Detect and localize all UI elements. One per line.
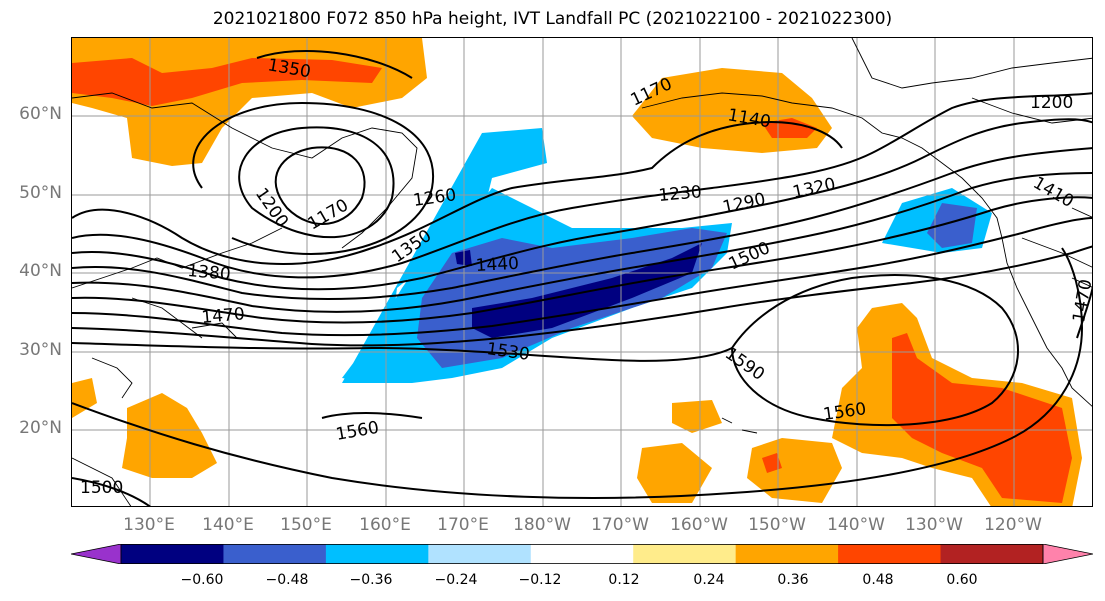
contour-label: 1320 bbox=[791, 174, 837, 203]
lon-label: 130°W bbox=[905, 515, 963, 535]
contour-label: 1290 bbox=[721, 189, 767, 218]
contour-label: 1470 bbox=[201, 304, 246, 328]
colorbar-extend-low bbox=[71, 544, 122, 564]
colorbar-segment bbox=[121, 544, 224, 564]
contour-label: 1380 bbox=[187, 261, 232, 285]
map-plot-area[interactable]: 1350 1170 1140 1200 1200 1170 1260 1230 … bbox=[71, 37, 1093, 507]
positive-anomaly-west-edge bbox=[72, 378, 97, 418]
contour-label: 1500 bbox=[80, 478, 123, 498]
colorbar-segment bbox=[428, 544, 532, 564]
lat-label: 40°N bbox=[19, 261, 62, 281]
colorbar-tick: 0.60 bbox=[946, 572, 978, 588]
negative-anomaly-pnw-core bbox=[927, 203, 977, 248]
positive-anomaly-southwest bbox=[122, 393, 217, 478]
lon-label: 120°W bbox=[984, 515, 1042, 535]
colorbar-segment bbox=[633, 544, 737, 564]
lon-label: 140°E bbox=[202, 515, 254, 535]
positive-anomaly-hawaii-east bbox=[747, 438, 842, 503]
contour-label: 1560 bbox=[334, 418, 380, 445]
lat-label: 60°N bbox=[19, 104, 62, 124]
colorbar-segment bbox=[735, 544, 839, 564]
lon-label: 150°W bbox=[748, 515, 806, 535]
height-contours bbox=[72, 49, 1092, 506]
positive-anomaly-hawaii-core bbox=[762, 453, 782, 473]
contour-label: 1230 bbox=[658, 182, 703, 206]
colorbar-tick: 0.24 bbox=[693, 572, 725, 588]
colorbar-outline bbox=[120, 544, 1044, 564]
colorbar-segment bbox=[325, 544, 429, 564]
colorbar-tick: −0.36 bbox=[349, 572, 393, 588]
colorbar-tick: −0.60 bbox=[180, 572, 224, 588]
colorbar-segment bbox=[530, 544, 634, 564]
lon-label: 140°W bbox=[827, 515, 885, 535]
contour-label: 1440 bbox=[475, 254, 519, 276]
map-svg: 1350 1170 1140 1200 1200 1170 1260 1230 … bbox=[72, 38, 1093, 506]
colorbar-tick: 0.48 bbox=[862, 572, 894, 588]
colorbar bbox=[71, 544, 1093, 564]
colorbar-tick: 0.36 bbox=[777, 572, 809, 588]
contour-label: 1500 bbox=[726, 238, 774, 274]
positive-anomaly-siberia bbox=[72, 38, 427, 166]
lon-label: 170°E bbox=[437, 515, 489, 535]
lon-label: 170°W bbox=[591, 515, 649, 535]
coastlines bbox=[72, 38, 1092, 506]
lon-label: 160°E bbox=[359, 515, 411, 535]
contour-label: 1170 bbox=[305, 195, 352, 234]
contour-label: 1470 bbox=[1069, 278, 1093, 324]
lat-label: 30°N bbox=[19, 340, 62, 360]
colorbar-extend-high bbox=[1042, 544, 1093, 564]
positive-anomaly-subtropics-core bbox=[892, 333, 1072, 503]
colorbar-tick: −0.24 bbox=[434, 572, 478, 588]
colorbar-segment bbox=[223, 544, 327, 564]
lat-label: 50°N bbox=[19, 183, 62, 203]
graticule bbox=[72, 38, 1092, 506]
colorbar-tick: 0.12 bbox=[608, 572, 640, 588]
colorbar-tick: −0.48 bbox=[265, 572, 309, 588]
negative-anomaly-core bbox=[472, 243, 702, 338]
contour-label: 1410 bbox=[1030, 173, 1077, 212]
contour-label: 1200 bbox=[1030, 93, 1073, 113]
colorbar-tick: −0.12 bbox=[518, 572, 562, 588]
lon-label: 150°E bbox=[280, 515, 332, 535]
lon-label: 180°W bbox=[513, 515, 571, 535]
lat-label: 20°N bbox=[19, 418, 62, 438]
positive-anomaly-sw-south bbox=[637, 443, 712, 503]
lon-label: 160°W bbox=[670, 515, 728, 535]
colorbar-segment bbox=[838, 544, 942, 564]
ivt-shading bbox=[72, 38, 1082, 506]
contour-label: 1590 bbox=[721, 344, 768, 385]
lon-label: 130°E bbox=[123, 515, 175, 535]
positive-anomaly-small-central bbox=[672, 400, 722, 433]
colorbar-segment bbox=[940, 544, 1044, 564]
map-title: 2021021800 F072 850 hPa height, IVT Land… bbox=[212, 9, 893, 29]
